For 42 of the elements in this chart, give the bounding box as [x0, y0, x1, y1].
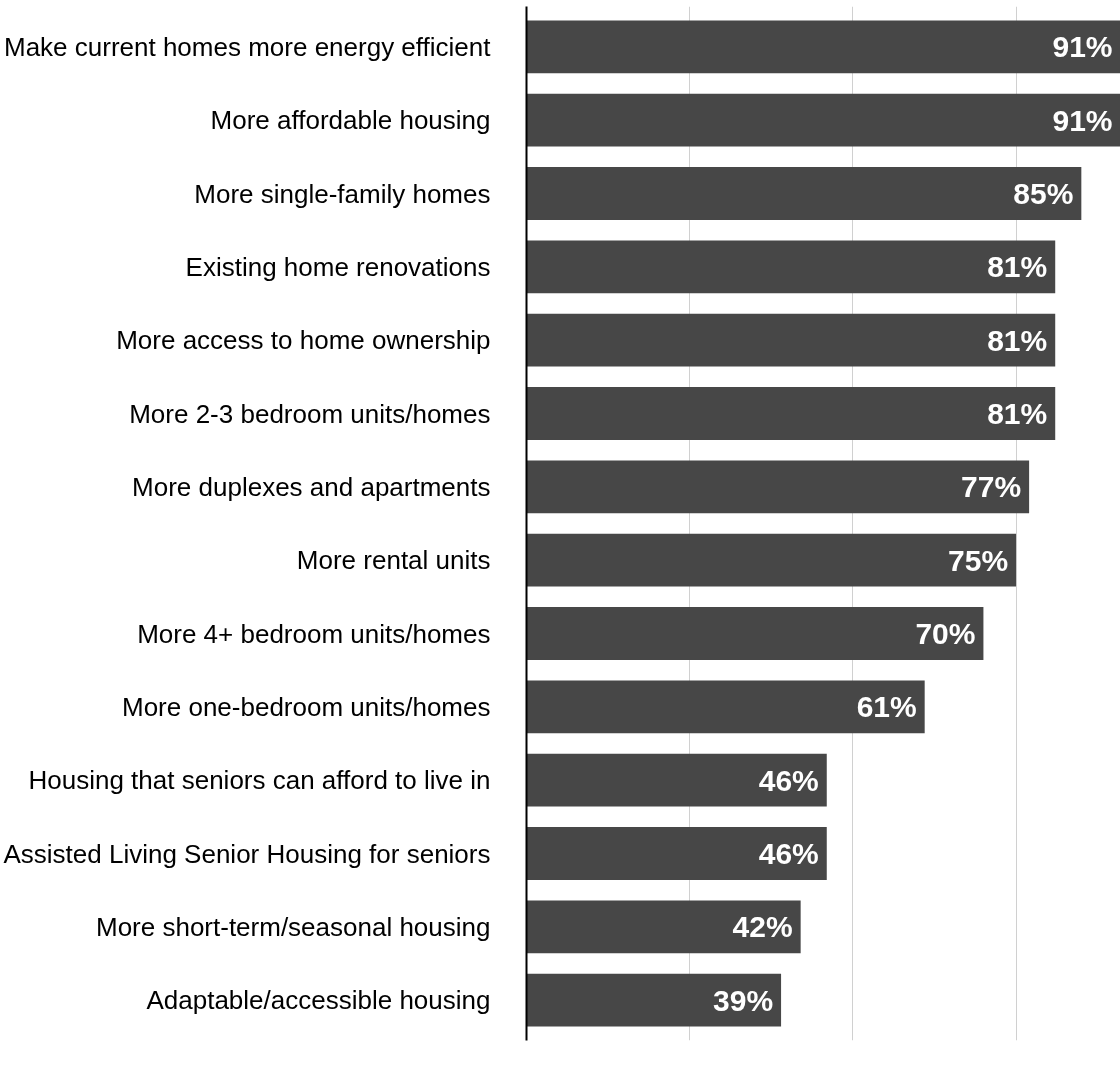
y-tick-label: More duplexes and apartments	[132, 471, 491, 502]
bar	[526, 533, 1017, 587]
data-label: 39%	[713, 983, 774, 1017]
data-label: 46%	[758, 763, 819, 797]
data-label: 81%	[987, 397, 1048, 430]
bar	[526, 973, 782, 1027]
bar	[526, 680, 925, 734]
bar	[526, 387, 1056, 440]
y-tick-label: More affordable housing	[210, 105, 491, 136]
bar	[526, 460, 1030, 514]
data-label: 70%	[915, 617, 976, 650]
bar	[526, 93, 1120, 147]
bar	[526, 240, 1056, 294]
y-tick-label: Assisted Living Senior Housing for seniors	[3, 838, 491, 869]
data-label: 75%	[948, 543, 1009, 577]
data-label: 85%	[1013, 177, 1074, 210]
bar	[526, 167, 1082, 220]
bar	[526, 827, 827, 880]
data-label: 81%	[987, 250, 1048, 284]
bar	[526, 20, 1120, 74]
bar	[526, 753, 827, 807]
y-tick-label: More one-bedroom units/homes	[121, 691, 491, 722]
bar	[526, 313, 1056, 367]
data-label: 77%	[961, 470, 1022, 504]
y-tick-label: Housing that seniors can afford to live in	[28, 765, 491, 796]
y-tick-label: More rental units	[296, 545, 491, 576]
data-label: 91%	[1052, 103, 1113, 137]
y-tick-label: Adaptable/accessible housing	[146, 985, 491, 1016]
bar	[526, 607, 984, 660]
y-tick-label: Make current homes more energy efficient	[3, 31, 492, 62]
y-tick-label: Existing home renovations	[185, 251, 491, 282]
y-tick-label: More single-family homes	[194, 178, 491, 209]
y-tick-label: More 4+ bedroom units/homes	[137, 618, 491, 649]
data-label: 81%	[987, 323, 1048, 357]
data-label: 42%	[732, 910, 793, 944]
y-tick-label: More 2-3 bedroom units/homes	[129, 398, 491, 429]
y-tick-label: More short-term/seasonal housing	[95, 911, 491, 942]
bar	[526, 900, 801, 954]
data-label: 61%	[856, 690, 917, 724]
data-label: 46%	[758, 837, 819, 870]
data-label: 91%	[1052, 30, 1113, 64]
y-tick-label: More access to home ownership	[116, 325, 491, 356]
